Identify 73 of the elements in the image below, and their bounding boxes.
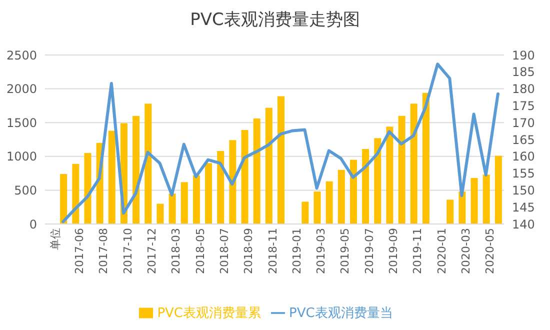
y2-tick-label: 150: [512, 183, 535, 198]
bar: [180, 182, 188, 224]
x-tick-label: 2020-03: [460, 228, 473, 274]
x-tick-label: 2018-07: [218, 228, 231, 274]
y-tick-label: 0: [29, 217, 37, 232]
x-tick-label: 2018-05: [194, 228, 207, 274]
x-tick-label: 2020-05: [484, 228, 497, 274]
x-tick-label: 单位: [48, 228, 62, 250]
bar: [482, 174, 490, 224]
bar: [217, 150, 224, 224]
bar: [410, 104, 418, 224]
bar: [314, 192, 321, 224]
y-tick-label: 500: [14, 183, 37, 198]
bar: [458, 192, 466, 224]
line-series: [62, 62, 500, 224]
x-tick-label: 2019-01: [290, 228, 304, 274]
chart-title: PVC表观消费量走势图: [189, 9, 361, 31]
y-tick-label: 2500: [6, 48, 37, 62]
x-tick-label: 2017-12: [145, 228, 158, 274]
x-tick-label: 2017-08: [97, 228, 110, 274]
x-tick-label: 2018-09: [242, 228, 256, 274]
y2-tick-label: 165: [512, 132, 535, 147]
bar: [108, 130, 116, 224]
bar: [338, 170, 345, 224]
bar: [168, 194, 176, 224]
y-tick-label: 1000: [6, 150, 37, 164]
bar: [72, 164, 80, 224]
x-tick-label: 2020-01: [435, 228, 448, 274]
bar: [398, 116, 406, 224]
y2-tick-label: 145: [512, 200, 535, 214]
y-tick-label: 2000: [6, 82, 37, 96]
bar: [374, 138, 382, 224]
bar: [326, 181, 333, 224]
bar: [422, 92, 430, 224]
y2-tick-label: 140: [512, 217, 535, 232]
x-tick-label: 2017-06: [73, 228, 86, 274]
legend-label: PVC表观消费量累: [157, 306, 261, 321]
y2-tick-label: 160: [512, 150, 535, 164]
y2-tick-label: 170: [512, 116, 535, 130]
bar: [362, 148, 370, 224]
bar: [205, 163, 212, 224]
x-tick-label: 2019-03: [314, 228, 328, 274]
bar: [494, 156, 502, 224]
bar: [470, 178, 478, 224]
y2-tick-label: 185: [512, 65, 535, 80]
bar: [144, 104, 152, 224]
x-tick-label: 2019-11: [411, 228, 424, 274]
bar: [132, 116, 140, 224]
bar: [84, 153, 92, 224]
bar: [192, 175, 200, 224]
bar: [350, 160, 357, 224]
bar: [386, 126, 394, 224]
y2-tick-label: 155: [512, 166, 535, 181]
legend-label: PVC表观消费量当: [289, 306, 393, 321]
x-tick-label: 2019-09: [387, 228, 400, 274]
x-tick-label: 2017-10: [121, 228, 134, 274]
bar: [241, 130, 248, 224]
bar: [302, 202, 309, 224]
x-tick-label: 2019-05: [338, 228, 352, 274]
bar: [229, 140, 236, 224]
x-tick-label: 2019-07: [362, 228, 376, 274]
y2-tick-label: 180: [512, 82, 535, 96]
bar: [265, 108, 272, 224]
bar: [156, 204, 164, 224]
y2-tick-label: 175: [512, 98, 535, 113]
bar: [60, 174, 68, 224]
x-tick-label: 2018-11: [266, 228, 280, 274]
y-tick-label: 1500: [6, 116, 37, 130]
bar: [446, 200, 454, 224]
bar: [253, 118, 260, 224]
y2-tick-label: 190: [512, 48, 535, 62]
x-tick-label: 2018-03: [170, 228, 183, 274]
bar: [278, 96, 284, 224]
